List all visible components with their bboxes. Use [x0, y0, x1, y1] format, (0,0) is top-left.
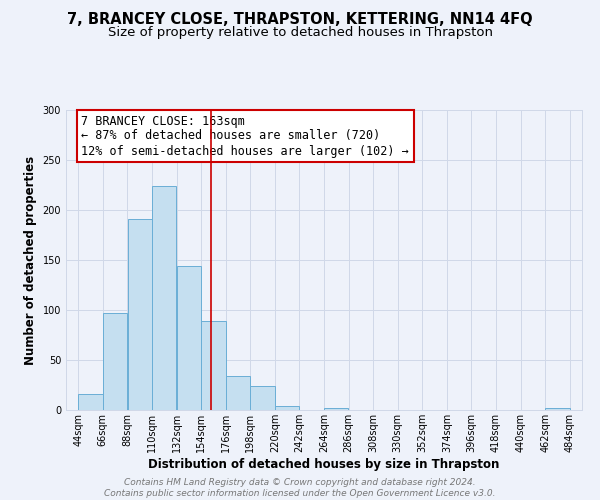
Bar: [128, 219, 152, 410]
Bar: [226, 376, 250, 410]
Text: 7 BRANCEY CLOSE: 163sqm
← 87% of detached houses are smaller (720)
12% of semi-d: 7 BRANCEY CLOSE: 163sqm ← 87% of detache…: [82, 114, 409, 158]
Bar: [177, 266, 201, 410]
Bar: [79, 394, 103, 410]
Bar: [103, 313, 127, 410]
Bar: [202, 321, 226, 410]
Bar: [545, 408, 569, 410]
Bar: [324, 408, 349, 410]
Bar: [275, 406, 299, 410]
Y-axis label: Number of detached properties: Number of detached properties: [24, 156, 37, 364]
X-axis label: Distribution of detached houses by size in Thrapston: Distribution of detached houses by size …: [148, 458, 500, 470]
Bar: [152, 186, 176, 410]
Bar: [250, 386, 275, 410]
Text: Contains HM Land Registry data © Crown copyright and database right 2024.
Contai: Contains HM Land Registry data © Crown c…: [104, 478, 496, 498]
Text: Size of property relative to detached houses in Thrapston: Size of property relative to detached ho…: [107, 26, 493, 39]
Text: 7, BRANCEY CLOSE, THRAPSTON, KETTERING, NN14 4FQ: 7, BRANCEY CLOSE, THRAPSTON, KETTERING, …: [67, 12, 533, 28]
